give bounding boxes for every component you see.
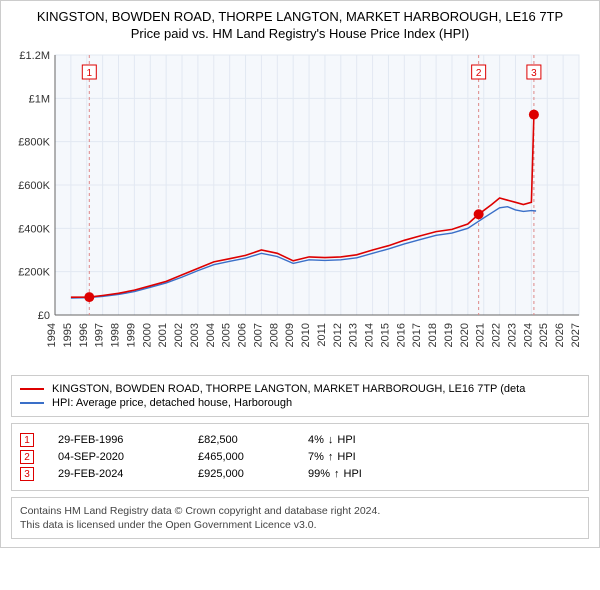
chart-title: KINGSTON, BOWDEN ROAD, THORPE LANGTON, M… bbox=[11, 9, 589, 24]
svg-text:2013: 2013 bbox=[348, 323, 360, 347]
svg-text:2001: 2001 bbox=[157, 323, 169, 347]
legend-item: HPI: Average price, detached house, Harb… bbox=[20, 397, 580, 409]
table-row: 1 29-FEB-1996 £82,500 4% ↓ HPI bbox=[20, 433, 580, 447]
svg-text:2003: 2003 bbox=[189, 323, 201, 347]
svg-text:3: 3 bbox=[531, 68, 537, 79]
attribution-line: Contains HM Land Registry data © Crown c… bbox=[20, 504, 580, 518]
svg-text:2: 2 bbox=[476, 68, 482, 79]
svg-text:£1M: £1M bbox=[29, 93, 50, 105]
svg-text:2004: 2004 bbox=[205, 323, 217, 347]
svg-text:2000: 2000 bbox=[141, 323, 153, 347]
attribution: Contains HM Land Registry data © Crown c… bbox=[11, 497, 589, 539]
svg-text:£400K: £400K bbox=[18, 223, 50, 235]
sale-vs-label: HPI bbox=[337, 451, 355, 463]
table-row: 3 29-FEB-2024 £925,000 99% ↑ HPI bbox=[20, 467, 580, 481]
svg-text:2006: 2006 bbox=[237, 323, 249, 347]
sale-vs-hpi: 7% ↑ HPI bbox=[308, 451, 356, 463]
legend: KINGSTON, BOWDEN ROAD, THORPE LANGTON, M… bbox=[11, 375, 589, 417]
sale-date: 29-FEB-2024 bbox=[58, 468, 198, 480]
table-row: 2 04-SEP-2020 £465,000 7% ↑ HPI bbox=[20, 450, 580, 464]
line-chart: £0 £200K £400K £600K £800K £1M £1.2M 1994 1995 19… bbox=[11, 49, 587, 369]
svg-text:2026: 2026 bbox=[554, 323, 566, 347]
svg-text:2025: 2025 bbox=[538, 323, 550, 347]
svg-text:£0: £0 bbox=[38, 310, 50, 322]
sale-vs-label: HPI bbox=[344, 468, 362, 480]
arrow-down-icon: ↓ bbox=[328, 434, 334, 446]
sale-date: 29-FEB-1996 bbox=[58, 434, 198, 446]
sale-badge: 2 bbox=[20, 450, 34, 464]
svg-text:2021: 2021 bbox=[475, 323, 487, 347]
svg-text:1997: 1997 bbox=[94, 323, 106, 347]
sale-badge: 1 bbox=[20, 433, 34, 447]
svg-text:2018: 2018 bbox=[427, 323, 439, 347]
sales-table: 1 29-FEB-1996 £82,500 4% ↓ HPI 2 04-SEP-… bbox=[11, 423, 589, 491]
svg-text:1996: 1996 bbox=[78, 323, 90, 347]
svg-text:1994: 1994 bbox=[46, 323, 58, 347]
attribution-line: This data is licensed under the Open Gov… bbox=[20, 518, 580, 532]
svg-text:2008: 2008 bbox=[268, 323, 280, 347]
svg-text:2020: 2020 bbox=[459, 323, 471, 347]
svg-text:2012: 2012 bbox=[332, 323, 344, 347]
svg-text:2023: 2023 bbox=[506, 323, 518, 347]
svg-text:1998: 1998 bbox=[110, 323, 122, 347]
legend-label: HPI: Average price, detached house, Harb… bbox=[52, 397, 292, 409]
svg-text:2007: 2007 bbox=[252, 323, 264, 347]
svg-text:1995: 1995 bbox=[62, 323, 74, 347]
svg-text:2002: 2002 bbox=[173, 323, 185, 347]
svg-text:2019: 2019 bbox=[443, 323, 455, 347]
svg-text:2017: 2017 bbox=[411, 323, 423, 347]
svg-text:2027: 2027 bbox=[570, 323, 582, 347]
legend-swatch bbox=[20, 402, 44, 404]
legend-item: KINGSTON, BOWDEN ROAD, THORPE LANGTON, M… bbox=[20, 383, 580, 395]
chart-area: £0 £200K £400K £600K £800K £1M £1.2M 1994 1995 19… bbox=[11, 49, 589, 369]
legend-label: KINGSTON, BOWDEN ROAD, THORPE LANGTON, M… bbox=[52, 383, 525, 395]
chart-subtitle: Price paid vs. HM Land Registry's House … bbox=[11, 26, 589, 41]
svg-text:2014: 2014 bbox=[364, 323, 376, 347]
svg-text:2005: 2005 bbox=[221, 323, 233, 347]
sale-price: £82,500 bbox=[198, 434, 308, 446]
svg-text:£1.2M: £1.2M bbox=[19, 50, 50, 62]
svg-text:2015: 2015 bbox=[379, 323, 391, 347]
svg-text:1999: 1999 bbox=[125, 323, 137, 347]
chart-card: KINGSTON, BOWDEN ROAD, THORPE LANGTON, M… bbox=[0, 0, 600, 548]
svg-text:£800K: £800K bbox=[18, 137, 50, 149]
sale-vs-hpi: 99% ↑ HPI bbox=[308, 468, 362, 480]
sale-price: £925,000 bbox=[198, 468, 308, 480]
svg-text:1: 1 bbox=[87, 68, 93, 79]
svg-text:2022: 2022 bbox=[491, 323, 503, 347]
sale-vs-pct: 99% bbox=[308, 468, 330, 480]
sale-vs-hpi: 4% ↓ HPI bbox=[308, 434, 356, 446]
arrow-up-icon: ↑ bbox=[334, 468, 340, 480]
svg-text:2024: 2024 bbox=[522, 323, 534, 347]
svg-text:2011: 2011 bbox=[316, 323, 328, 347]
sale-price: £465,000 bbox=[198, 451, 308, 463]
sale-vs-pct: 7% bbox=[308, 451, 324, 463]
svg-text:£600K: £600K bbox=[18, 180, 50, 192]
legend-swatch bbox=[20, 388, 44, 390]
sale-vs-pct: 4% bbox=[308, 434, 324, 446]
sale-date: 04-SEP-2020 bbox=[58, 451, 198, 463]
svg-text:£200K: £200K bbox=[18, 267, 50, 279]
sale-vs-label: HPI bbox=[337, 434, 355, 446]
sale-badge: 3 bbox=[20, 467, 34, 481]
svg-text:2009: 2009 bbox=[284, 323, 296, 347]
svg-text:2016: 2016 bbox=[395, 323, 407, 347]
svg-text:2010: 2010 bbox=[300, 323, 312, 347]
arrow-up-icon: ↑ bbox=[328, 451, 334, 463]
